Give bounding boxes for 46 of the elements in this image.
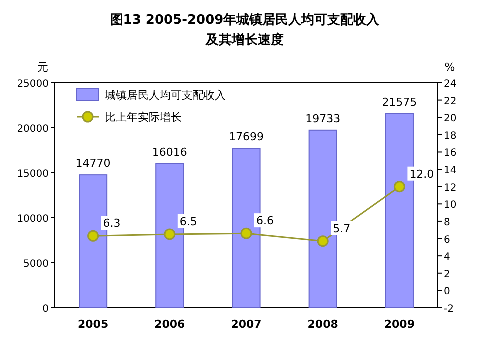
- data-label: 17699: [229, 130, 264, 144]
- x-tick-label: 2008: [308, 318, 338, 331]
- x-tick-label: 2005: [78, 318, 109, 331]
- y-tick-label: 15000: [17, 169, 49, 180]
- y2-tick-label: 0: [444, 286, 450, 298]
- data-label: 6.5: [180, 215, 198, 228]
- y2-tick-label: 18: [444, 130, 457, 142]
- y-tick-label: 25000: [17, 79, 49, 90]
- point: [240, 228, 252, 240]
- y2-axis-title: %: [444, 61, 456, 74]
- y-axis-title: 元: [38, 61, 48, 74]
- y-tick-label: 10000: [17, 214, 49, 225]
- chart-title: 图13 2005-2009年城镇居民人均可支配收入: [110, 12, 381, 28]
- chart-subtitle: 及其增长速度: [205, 32, 284, 48]
- point: [394, 181, 406, 193]
- point: [317, 236, 329, 248]
- y2-tick-label: 20: [444, 114, 457, 125]
- data-label: 6.6: [256, 214, 274, 228]
- data-label: 6.3: [103, 217, 121, 230]
- y-tick-label: 0: [42, 304, 49, 315]
- point: [88, 230, 100, 242]
- x-tick-label: 2007: [231, 318, 262, 331]
- legend-label: 城镇居民人均可支配收入: [104, 89, 226, 102]
- y2-tick-label: 4: [444, 252, 450, 264]
- data-label: 12.0: [410, 168, 434, 181]
- y2-tick-label: 6: [444, 234, 450, 246]
- legend-label: 比上年实际增长: [105, 111, 182, 124]
- data-label: 16016: [152, 146, 188, 159]
- y2-tick-label: 12: [444, 182, 457, 194]
- y2-tick-label: 8: [444, 217, 450, 228]
- data-label: 14770: [76, 157, 111, 170]
- y2-tick-label: 16: [444, 148, 457, 160]
- y-tick-label: 20000: [17, 124, 49, 135]
- y-tick-label: 5000: [24, 259, 49, 270]
- x-tick-label: 2006: [154, 318, 186, 331]
- y2-tick-label: 22: [444, 96, 457, 108]
- y2-tick-label: 10: [444, 200, 457, 212]
- data-label: 5.7: [333, 222, 351, 236]
- y2-tick-label: 14: [444, 166, 457, 177]
- y2-tick-label: -2: [444, 304, 454, 315]
- y2-tick-label: 2: [444, 269, 450, 280]
- data-label: 21575: [382, 96, 418, 109]
- data-label: 19733: [306, 112, 341, 126]
- x-tick-label: 2009: [384, 318, 416, 331]
- point: [164, 228, 176, 240]
- y2-tick-label: 24: [444, 79, 457, 90]
